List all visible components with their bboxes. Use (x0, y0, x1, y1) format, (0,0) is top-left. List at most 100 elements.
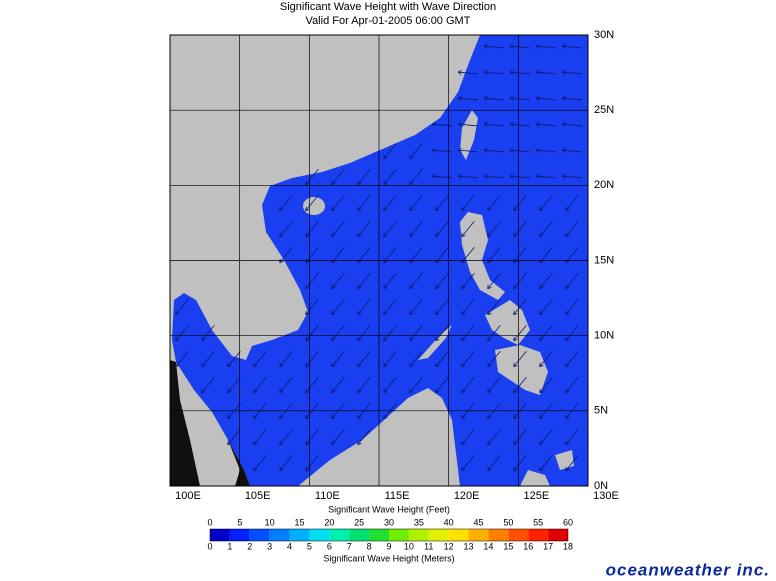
longitude-label: 130E (593, 490, 619, 502)
feet-label: 40 (444, 517, 454, 527)
wave-arrow (561, 69, 582, 75)
wave-arrow (357, 325, 371, 342)
wave-arrow (383, 195, 397, 212)
colorbar-frame (209, 528, 569, 542)
wave-arrow (539, 195, 553, 212)
wave-arrow (253, 455, 267, 472)
taiwan (460, 110, 478, 160)
colorbar-cell (428, 529, 449, 541)
wave-arrow (565, 221, 579, 238)
wave-arrow (305, 221, 319, 238)
wave-arrow (357, 299, 371, 316)
meters-label: 6 (327, 541, 332, 551)
wave-arrow (253, 351, 267, 368)
wave-arrow (227, 377, 241, 394)
wave-arrow (331, 429, 345, 446)
wave-arrow (357, 195, 371, 212)
colorbar-cell (210, 529, 230, 541)
colorbar-cell (528, 529, 549, 541)
colorbar-cell (289, 529, 310, 541)
wave-arrow (279, 221, 293, 238)
wave-arrow (513, 299, 527, 316)
meters-label: 10 (404, 541, 414, 551)
meters-label: 14 (483, 541, 493, 551)
wave-arrow (513, 377, 527, 394)
wave-arrow (565, 195, 579, 212)
wave-arrow (435, 377, 449, 394)
wave-arrow (331, 195, 345, 212)
wave-arrow (409, 143, 423, 160)
wave-arrow (535, 95, 556, 101)
colorbar-cell (508, 529, 529, 541)
wave-arrow (253, 429, 267, 446)
malay-peninsula (176, 362, 240, 486)
wave-arrow (565, 273, 579, 290)
wave-arrow (357, 221, 371, 238)
wave-arrow (565, 377, 579, 394)
wave-arrow (409, 377, 423, 394)
wave-arrow (383, 273, 397, 290)
wave-arrow (201, 325, 215, 342)
wave-arrow (513, 351, 527, 368)
feet-label: 20 (324, 517, 334, 527)
wave-arrow (513, 195, 527, 212)
meters-label: 12 (444, 541, 454, 551)
wave-arrow (201, 377, 215, 394)
meters-label: 15 (503, 541, 513, 551)
logo: oceanweather inc. (606, 560, 770, 579)
hainan (303, 197, 325, 215)
colorbar-cell (408, 529, 429, 541)
wave-arrow (565, 429, 579, 446)
wave-arrow (435, 351, 449, 368)
wave-arrow (487, 273, 501, 290)
wave-arrow (305, 169, 319, 186)
map-frame (169, 34, 589, 487)
wave-arrow (509, 147, 530, 153)
wave-arrow (305, 273, 319, 290)
mindanao (495, 345, 548, 395)
wave-arrow (435, 325, 449, 342)
feet-label: 55 (533, 517, 543, 527)
feet-label: 25 (354, 517, 364, 527)
feet-label: 15 (294, 517, 304, 527)
latitude-label: 25N (594, 104, 614, 116)
wave-direction-arrows (175, 43, 582, 472)
map (169, 34, 589, 487)
wave-arrow (409, 351, 423, 368)
wave-arrow (435, 299, 449, 316)
meters-label: 11 (424, 541, 433, 551)
wave-arrow (305, 351, 319, 368)
wave-arrow (383, 299, 397, 316)
colorbar-cell (548, 529, 568, 541)
colorbar-cell (249, 529, 270, 541)
wave-arrow (565, 325, 579, 342)
wave-arrow (409, 221, 423, 238)
latitude-label: 20N (594, 179, 614, 191)
wave-arrow (331, 377, 345, 394)
meters-label: 8 (367, 541, 372, 551)
wave-arrow (487, 195, 501, 212)
wave-arrow (305, 377, 319, 394)
wave-arrow (457, 95, 478, 101)
wave-arrow (565, 455, 579, 472)
wave-arrow (409, 195, 423, 212)
wave-arrow (305, 455, 319, 472)
wave-arrow (383, 143, 397, 160)
colorbar-cell (488, 529, 509, 541)
wave-arrow (331, 325, 345, 342)
colorbar-cell (269, 529, 290, 541)
colorbar-cell (448, 529, 469, 541)
wave-arrow (539, 377, 553, 394)
meters-label: 16 (523, 541, 533, 551)
wave-arrow (357, 273, 371, 290)
wave-arrow (201, 351, 215, 368)
wave-arrow (461, 195, 475, 212)
visayas (485, 300, 530, 345)
wave-arrow (279, 377, 293, 394)
meters-label: 3 (267, 541, 272, 551)
feet-label: 10 (265, 517, 275, 527)
wave-arrow (457, 147, 478, 153)
wave-arrow (435, 221, 449, 238)
wave-arrow (461, 221, 475, 238)
